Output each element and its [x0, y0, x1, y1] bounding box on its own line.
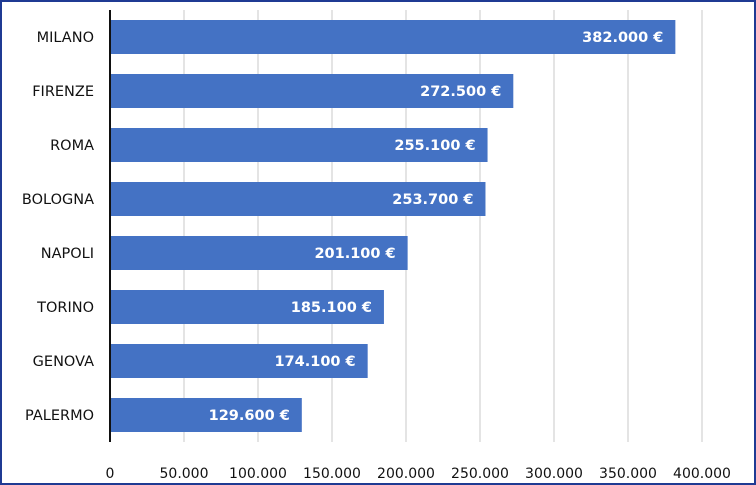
x-tick-label: 200.000	[377, 466, 435, 482]
x-tick-label: 300.000	[525, 466, 583, 482]
data-label: 129.600 €	[209, 408, 290, 424]
x-tick-label: 50.000	[160, 466, 209, 482]
x-tick-label: 350.000	[599, 466, 657, 482]
category-label: MILANO	[37, 30, 94, 46]
x-tick-label: 150.000	[303, 466, 361, 482]
category-label: NAPOLI	[41, 246, 94, 262]
x-tick-label: 0	[106, 466, 115, 482]
data-label: 253.700 €	[392, 192, 473, 208]
x-tick-label: 400.000	[673, 466, 731, 482]
category-label: ROMA	[50, 138, 94, 154]
x-tick-label: 250.000	[451, 466, 509, 482]
category-label: BOLOGNA	[22, 192, 94, 208]
bar	[110, 182, 486, 216]
bar	[110, 236, 408, 270]
category-label: TORINO	[36, 300, 94, 316]
data-label: 255.100 €	[394, 138, 475, 154]
bar	[110, 398, 302, 432]
bar	[110, 128, 488, 162]
data-label: 174.100 €	[274, 354, 355, 370]
data-label: 201.100 €	[314, 246, 395, 262]
data-label: 382.000 €	[582, 30, 663, 46]
bar	[110, 290, 384, 324]
category-label: GENOVA	[33, 354, 94, 370]
bars: 382.000 € 272.500 € 255.100 € 253.700 € 201.…	[110, 20, 676, 432]
bar	[110, 20, 676, 54]
category-label: PALERMO	[25, 408, 94, 424]
bar	[110, 344, 368, 378]
x-tick-label: 100.000	[229, 466, 287, 482]
category-label: FIRENZE	[32, 84, 94, 100]
category-labels: MILANO FIRENZE ROMA BOLOGNA NAPOLI TORINO GENO…	[22, 30, 94, 424]
data-label: 272.500 €	[420, 84, 501, 100]
data-label: 185.100 €	[291, 300, 372, 316]
bar	[110, 74, 514, 108]
x-tick-labels: 0 50.000 100.000 150.000 200.000 250.000 300.0…	[106, 466, 731, 482]
